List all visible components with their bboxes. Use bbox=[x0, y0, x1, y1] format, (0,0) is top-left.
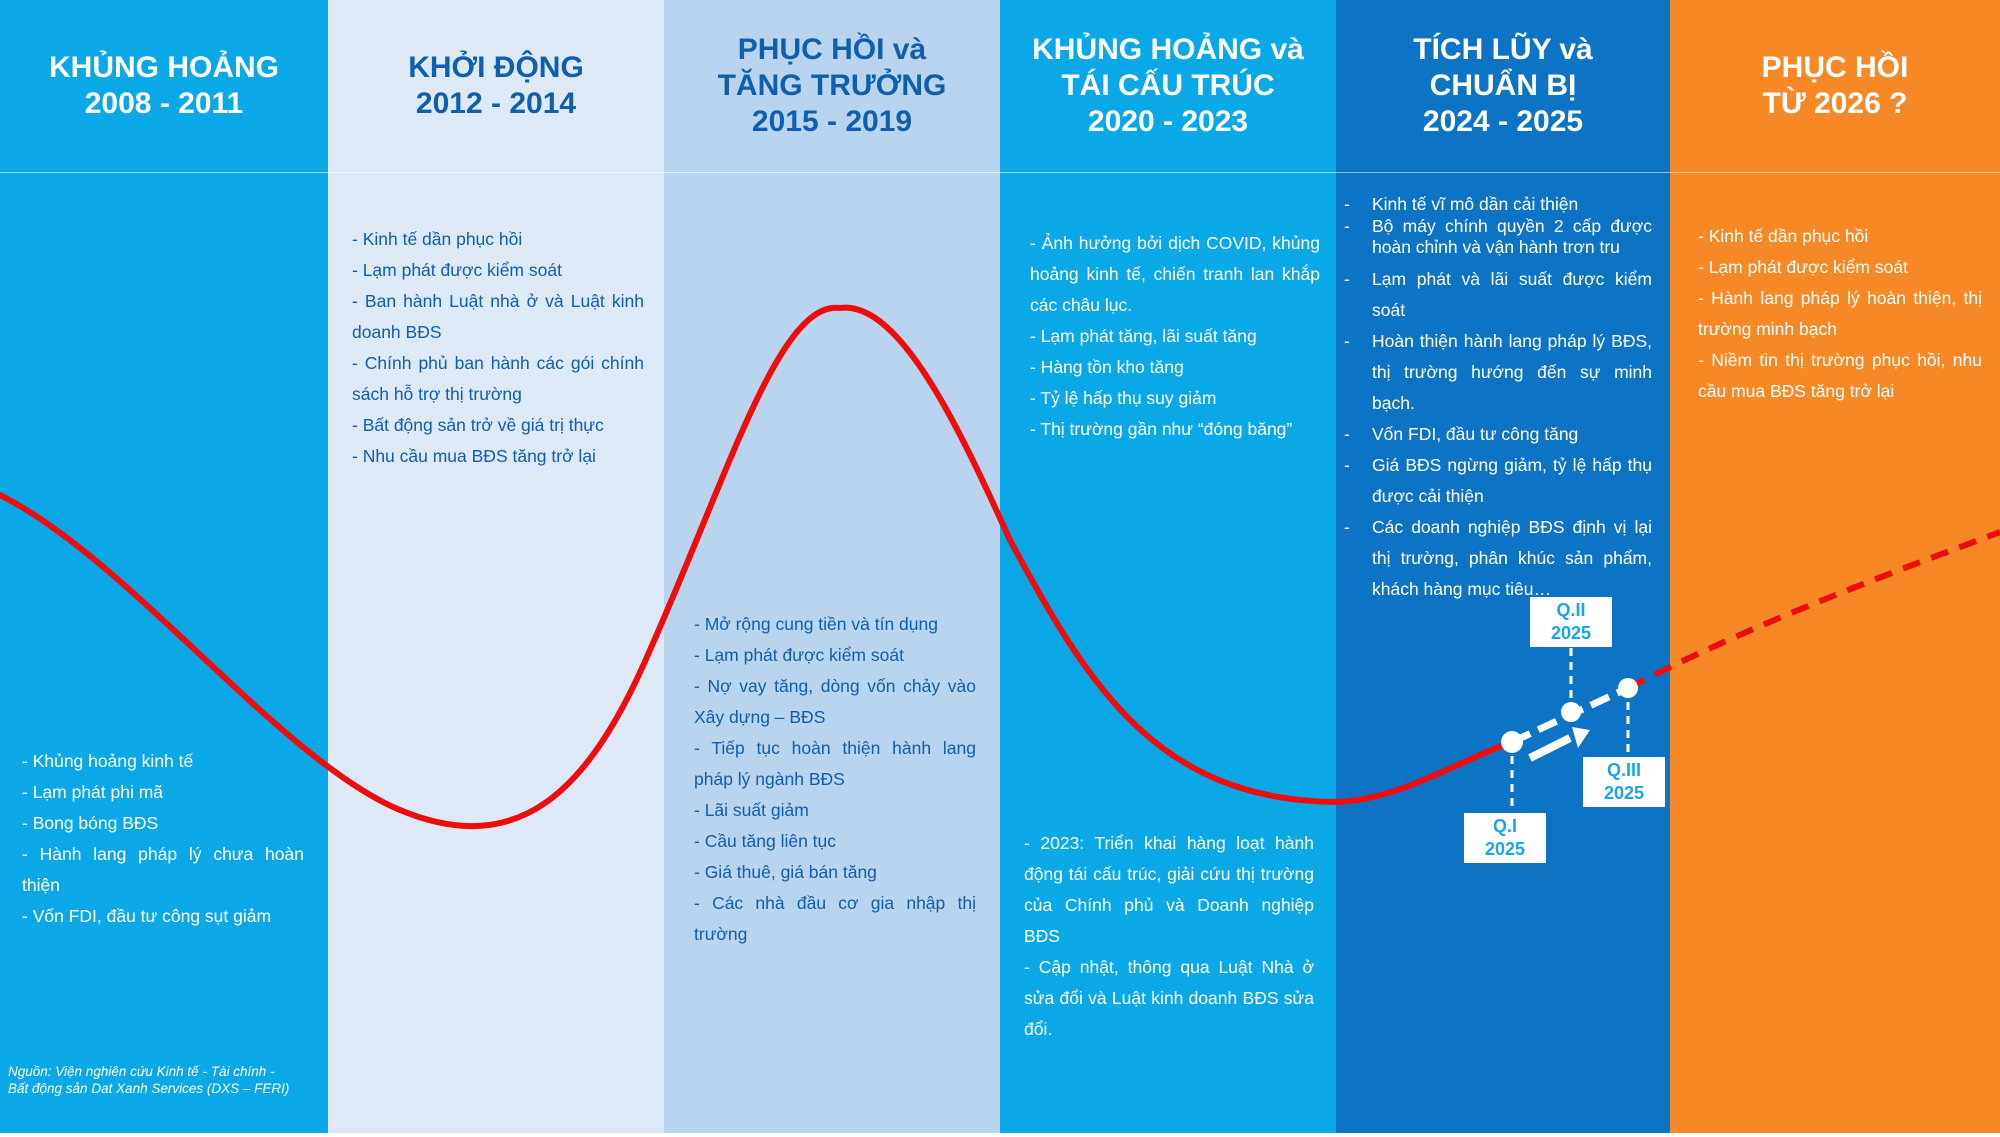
title-line: 2024 - 2025 bbox=[1422, 105, 1584, 138]
column-accumulate-2024: TÍCH LŨY và CHUẨN BỊ 2024 - 2025 Kinh tế… bbox=[1336, 0, 1670, 1133]
list-item: Hoàn thiện hành lang pháp lý BĐS, thị tr… bbox=[1344, 326, 1652, 419]
q3-marker bbox=[1618, 678, 1638, 698]
list-item: Kinh tế vĩ mô dần cải thiện bbox=[1344, 192, 1652, 216]
bullet-list: - Khủng hoảng kinh tế - Lạm phát phi mã … bbox=[22, 746, 304, 932]
list-item: Các doanh nghiệp BĐS định vị lại thị trư… bbox=[1344, 512, 1652, 605]
quarter-label-q1: Q.I 2025 bbox=[1464, 813, 1546, 863]
list-item: - 2023: Triển khai hàng loạt hành động t… bbox=[1024, 833, 1314, 946]
bullet-list-bottom: - 2023: Triển khai hàng loạt hành động t… bbox=[1024, 828, 1314, 1045]
list-item: - Các nhà đầu cơ gia nhập thị trường bbox=[694, 893, 976, 944]
list-item: - Bong bóng BĐS bbox=[22, 813, 159, 833]
list-item: - Ban hành Luật nhà ở và Luật kinh doanh… bbox=[352, 291, 644, 342]
title-line: PHỤC HỒI bbox=[1761, 51, 1909, 84]
column-title: KHỦNG HOẢNG và TÁI CẤU TRÚC 2020 - 2023 bbox=[1000, 0, 1336, 173]
quarter-year: 2025 bbox=[1550, 623, 1592, 643]
list-item: - Kinh tế dần phục hồi bbox=[1698, 226, 1869, 246]
title-line: 2012 - 2014 bbox=[415, 87, 577, 120]
list-item: - Bất động sản trở về giá trị thực bbox=[352, 415, 604, 435]
list-item: - Lạm phát phi mã bbox=[22, 782, 164, 802]
list-item: - Cầu tăng liên tục bbox=[694, 831, 837, 851]
progress-arrow bbox=[1528, 734, 1572, 762]
list-item: - Lãi suất giảm bbox=[694, 800, 809, 820]
column-startup-2012: KHỞI ĐỘNG 2012 - 2014 - Kinh tế dần phục… bbox=[328, 0, 664, 1133]
title-line: KHỦNG HOẢNG bbox=[49, 51, 279, 84]
column-title: PHỤC HỒI TỪ 2026 ? bbox=[1670, 0, 2000, 173]
list-item: - Giá thuê, giá bán tăng bbox=[694, 862, 877, 882]
title-line: TỪ 2026 ? bbox=[1762, 87, 1908, 120]
list-item: - Chính phủ ban hành các gói chính sách … bbox=[352, 353, 644, 404]
list-item: - Hành lang pháp lý hoàn thiện, thị trườ… bbox=[1698, 288, 1982, 339]
title-line: KHỞI ĐỘNG bbox=[408, 51, 584, 84]
list-item: - Cập nhật, thông qua Luật Nhà ở sửa đổi… bbox=[1024, 957, 1314, 1039]
cycle-line-forecast bbox=[1626, 529, 2000, 691]
column-title: TÍCH LŨY và CHUẨN BỊ 2024 - 2025 bbox=[1336, 0, 1670, 173]
title-line: 2020 - 2023 bbox=[1087, 105, 1249, 138]
q1-marker bbox=[1501, 731, 1523, 753]
list-item: - Mở rộng cung tiền và tín dụng bbox=[694, 614, 938, 634]
column-recovery-2015: PHỤC HỒI và TĂNG TRƯỞNG 2015 - 2019 - Mở… bbox=[664, 0, 1000, 1133]
list-item: - Lạm phát tăng, lãi suất tăng bbox=[1030, 326, 1257, 346]
quarter-label-q3: Q.III 2025 bbox=[1583, 757, 1665, 807]
title-line: TÁI CẤU TRÚC bbox=[1061, 69, 1275, 102]
column-title: KHỦNG HOẢNG 2008 - 2011 bbox=[0, 0, 328, 173]
bullet-list-top: - Ảnh hưởng bởi dịch COVID, khủng hoảng … bbox=[1030, 228, 1320, 445]
list-item: - Kinh tế dần phục hồi bbox=[352, 229, 523, 249]
column-recovery-2026: PHỤC HỒI TỪ 2026 ? - Kinh tế dần phục hồ… bbox=[1670, 0, 2000, 1133]
column-crisis-2008: KHỦNG HOẢNG 2008 - 2011 - Khủng hoảng ki… bbox=[0, 0, 328, 1133]
bullet-list: - Kinh tế dần phục hồi - Lạm phát được k… bbox=[352, 224, 644, 472]
list-item: - Vốn FDI, đầu tư công sụt giảm bbox=[22, 906, 272, 926]
bullet-list: Kinh tế vĩ mô dần cải thiện Bộ máy chính… bbox=[1344, 192, 1652, 605]
list-item: Giá BĐS ngừng giảm, tỷ lệ hấp thụ được c… bbox=[1344, 450, 1652, 512]
quarter-name: Q.III bbox=[1606, 760, 1641, 780]
list-item: - Nợ vay tăng, dòng vốn chảy vào Xây dựn… bbox=[694, 676, 976, 727]
list-item: - Hành lang pháp lý chưa hoàn thiện bbox=[22, 844, 304, 895]
cycle-line-solid bbox=[0, 304, 1515, 829]
title-line: 2008 - 2011 bbox=[84, 87, 244, 120]
bullet-list: - Kinh tế dần phục hồi - Lạm phát được k… bbox=[1698, 221, 1982, 407]
quarter-label-q2: Q.II 2025 bbox=[1530, 597, 1612, 647]
list-item: - Hàng tồn kho tăng bbox=[1030, 357, 1184, 377]
quarter-name: Q.II bbox=[1556, 600, 1586, 620]
column-title: PHỤC HỒI và TĂNG TRƯỞNG 2015 - 2019 bbox=[664, 0, 1000, 173]
list-item: - Lạm phát được kiểm soát bbox=[1698, 257, 1908, 277]
quarter-name: Q.I bbox=[1492, 816, 1517, 836]
title-line: TÍCH LŨY và bbox=[1413, 33, 1593, 66]
q2-marker bbox=[1561, 702, 1581, 722]
list-item: - Lạm phát được kiểm soát bbox=[694, 645, 904, 665]
list-item: - Ảnh hưởng bởi dịch COVID, khủng hoảng … bbox=[1030, 233, 1320, 315]
title-line: 2015 - 2019 bbox=[751, 105, 913, 138]
title-line: CHUẨN BỊ bbox=[1429, 69, 1577, 102]
quarter-year: 2025 bbox=[1484, 839, 1526, 859]
bullet-list: - Mở rộng cung tiền và tín dụng - Lạm ph… bbox=[694, 609, 976, 950]
list-item: - Niềm tin thị trường phục hồi, nhu cầu … bbox=[1698, 350, 1982, 401]
list-item: - Nhu cầu mua BĐS tăng trở lại bbox=[352, 446, 596, 466]
list-item: - Khủng hoảng kinh tế bbox=[22, 751, 194, 771]
list-item: - Tỷ lệ hấp thụ suy giảm bbox=[1030, 388, 1217, 408]
quarter-year: 2025 bbox=[1603, 783, 1645, 803]
list-item: - Thị trường gần như “đóng băng” bbox=[1030, 419, 1293, 439]
column-title: KHỞI ĐỘNG 2012 - 2014 bbox=[328, 0, 664, 173]
list-item: Lạm phát và lãi suất được kiểm soát bbox=[1344, 264, 1652, 326]
title-line: KHỦNG HOẢNG và bbox=[1032, 33, 1304, 66]
title-line: TĂNG TRƯỞNG bbox=[717, 69, 947, 102]
source-note: Nguồn: Viện nghiên cứu Kinh tế - Tài chí… bbox=[8, 1064, 290, 1096]
title-line: PHỤC HỒI và bbox=[737, 33, 927, 66]
progress-arrowhead bbox=[1572, 727, 1590, 748]
list-item: - Lạm phát được kiểm soát bbox=[352, 260, 562, 280]
list-item: - Tiếp tục hoàn thiện hành lang pháp lý … bbox=[694, 738, 976, 789]
list-item: Vốn FDI, đầu tư công tăng bbox=[1344, 419, 1652, 450]
column-restructure-2020: KHỦNG HOẢNG và TÁI CẤU TRÚC 2020 - 2023 … bbox=[1000, 0, 1336, 1133]
list-item: Bộ máy chính quyền 2 cấp được hoàn chỉnh… bbox=[1344, 216, 1652, 258]
